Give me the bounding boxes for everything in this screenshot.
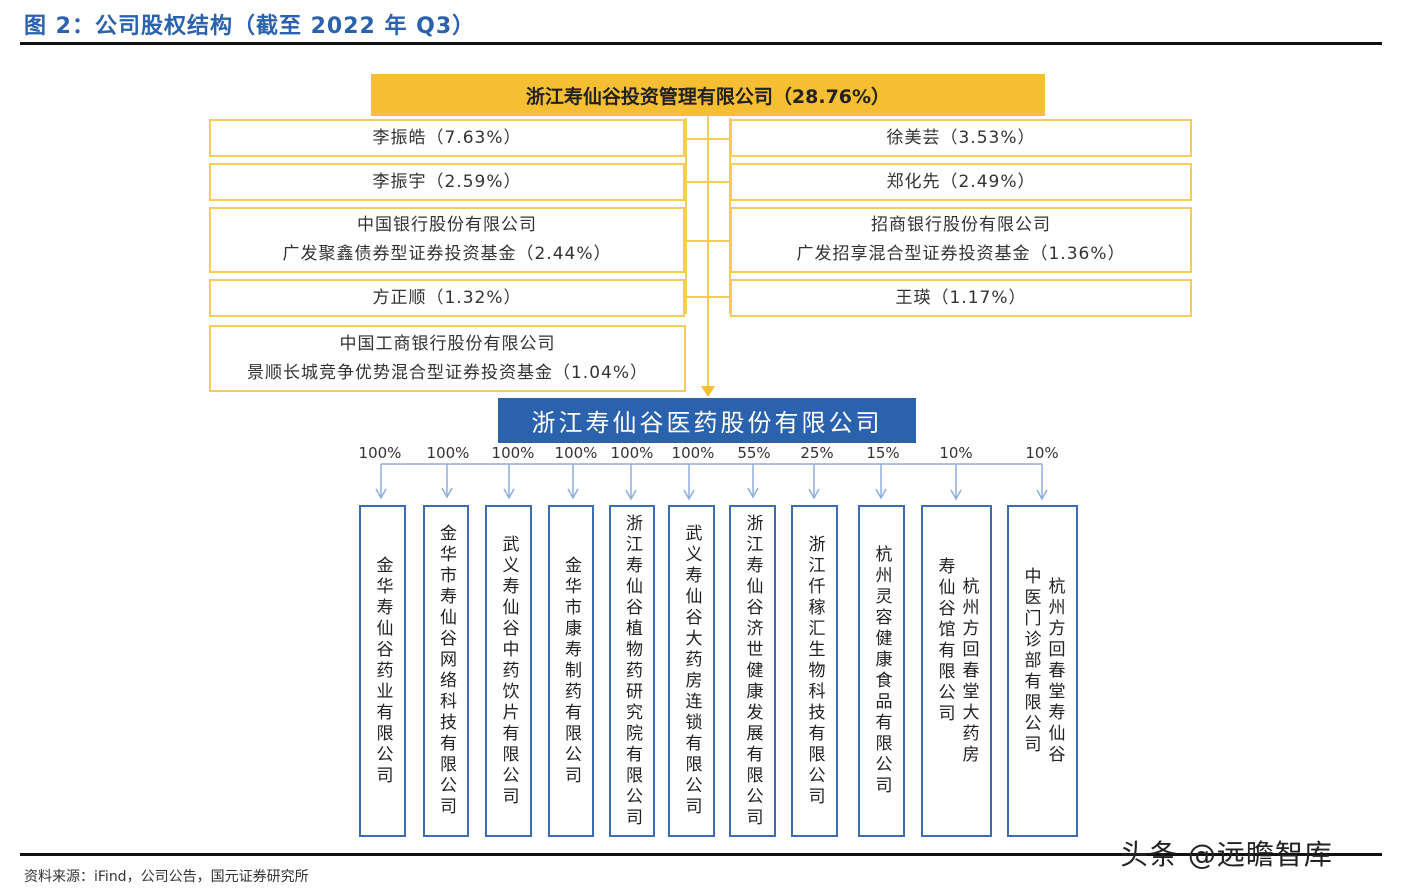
- shareholder-label: 王瑛（1.17%）: [895, 287, 1027, 308]
- shareholder-label: 广发聚鑫债券型证券投资基金（2.44%）: [282, 244, 612, 264]
- arrow-down-icon: [701, 386, 715, 397]
- ownership-pct: 15%: [866, 444, 900, 462]
- subsidiary-label: 武义寿仙谷中药饮片有限公司: [498, 534, 519, 808]
- shareholder-box: 徐美芸（3.53%）: [730, 119, 1192, 157]
- parent-shareholder-box: 浙江寿仙谷投资管理有限公司（28.76%）: [371, 74, 1045, 116]
- shareholder-box: 招商银行股份有限公司 广发招享混合型证券投资基金（1.36%）: [730, 207, 1192, 273]
- watermark: 头条 @远瞻智库: [1120, 838, 1333, 871]
- shareholder-label: 招商银行股份有限公司: [871, 215, 1051, 235]
- source-note: 资料来源：iFind，公司公告，国元证券研究所: [24, 869, 309, 885]
- ownership-pct: 10%: [939, 444, 973, 462]
- title-divider: [20, 42, 1382, 45]
- tie-line: [685, 240, 731, 242]
- shareholder-label: 中国银行股份有限公司: [357, 215, 537, 235]
- subsidiary-box: 浙江寿仙谷植物药研究院有限公司: [609, 505, 655, 837]
- shareholder-box: 方正顺（1.32%）: [209, 279, 685, 317]
- shareholder-box: 郑化先（2.49%）: [730, 163, 1192, 201]
- subsidiary-label: 杭州灵容健康食品有限公司: [871, 545, 892, 797]
- footer-divider: [20, 853, 1382, 856]
- subsidiary-box: 武义寿仙谷中药饮片有限公司: [485, 505, 532, 837]
- tie-line: [685, 296, 731, 298]
- shareholder-label: 李振宇（2.59%）: [372, 171, 522, 192]
- subsidiary-label: 武义寿仙谷大药房连锁有限公司: [681, 524, 702, 818]
- subsidiary-label: 金华市寿仙谷网络科技有限公司: [436, 524, 456, 818]
- shareholder-label: 李振皓（7.63%）: [372, 127, 522, 148]
- shareholder-trunk-line: [707, 116, 709, 388]
- figure-title: 图 2：公司股权结构（截至 2022 年 Q3）: [24, 14, 476, 39]
- ownership-pct: 100%: [426, 444, 470, 462]
- subsidiary-box: 金华市康寿制药有限公司: [548, 505, 594, 837]
- tie-line: [685, 181, 731, 183]
- subsidiary-label: 杭州方回春堂大药房: [958, 576, 979, 766]
- subsidiary-label: 浙江仟稼汇生物科技有限公司: [804, 534, 825, 808]
- shareholder-box: 李振宇（2.59%）: [209, 163, 685, 201]
- shareholder-label: 广发招享混合型证券投资基金（1.36%）: [796, 244, 1126, 264]
- left-branch-line: [685, 118, 687, 314]
- parent-shareholder-label: 浙江寿仙谷投资管理有限公司（28.76%）: [525, 85, 891, 108]
- subsidiary-box: 杭州方回春堂大药房 寿仙谷馆有限公司: [921, 505, 992, 837]
- shareholder-box: 王瑛（1.17%）: [730, 279, 1192, 317]
- subsidiary-connectors: [375, 463, 1048, 501]
- ownership-pct: 25%: [800, 444, 834, 462]
- ownership-pct: 100%: [671, 444, 715, 462]
- ownership-pct: 100%: [554, 444, 598, 462]
- subsidiary-label: 浙江寿仙谷济世健康发展有限公司: [742, 513, 763, 829]
- subsidiary-box: 浙江寿仙谷济世健康发展有限公司: [729, 505, 776, 837]
- company-box: 浙江寿仙谷医药股份有限公司: [498, 398, 916, 443]
- shareholder-label: 徐美芸（3.53%）: [886, 127, 1036, 148]
- shareholder-box: 李振皓（7.63%）: [209, 119, 685, 157]
- shareholder-label: 郑化先（2.49%）: [886, 171, 1036, 192]
- subsidiary-box: 浙江仟稼汇生物科技有限公司: [791, 505, 838, 837]
- shareholder-box: 中国银行股份有限公司 广发聚鑫债券型证券投资基金（2.44%）: [209, 207, 685, 273]
- subsidiary-label: 寿仙谷馆有限公司: [934, 557, 955, 725]
- shareholder-label: 方正顺（1.32%）: [372, 287, 522, 308]
- ownership-pct: 100%: [358, 444, 402, 462]
- subsidiary-label: 中医门诊部有限公司: [1020, 566, 1041, 756]
- subsidiary-box: 杭州灵容健康食品有限公司: [858, 505, 905, 837]
- company-label: 浙江寿仙谷医药股份有限公司: [531, 409, 883, 437]
- shareholder-label: 景顺长城竞争优势混合型证券投资基金（1.04%）: [246, 362, 648, 383]
- ownership-pct: 10%: [1025, 444, 1059, 462]
- subsidiary-box: 武义寿仙谷大药房连锁有限公司: [668, 505, 715, 837]
- subsidiary-label: 杭州方回春堂寿仙谷: [1044, 576, 1065, 766]
- ownership-pct: 100%: [610, 444, 654, 462]
- shareholder-box: 中国工商银行股份有限公司 景顺长城竞争优势混合型证券投资基金（1.04%）: [209, 325, 686, 392]
- subsidiary-box: 杭州方回春堂寿仙谷 中医门诊部有限公司: [1007, 505, 1078, 837]
- subsidiary-box: 金华市寿仙谷网络科技有限公司: [423, 505, 469, 837]
- tie-line: [685, 138, 731, 140]
- subsidiary-label: 浙江寿仙谷植物药研究院有限公司: [622, 513, 642, 829]
- shareholder-label: 中国工商银行股份有限公司: [339, 333, 556, 354]
- ownership-pct: 100%: [491, 444, 535, 462]
- ownership-pct: 55%: [737, 444, 771, 462]
- subsidiary-label: 金华市康寿制药有限公司: [561, 555, 581, 787]
- subsidiary-box: 金华寿仙谷药业有限公司: [359, 505, 406, 837]
- subsidiary-label: 金华寿仙谷药业有限公司: [372, 555, 393, 787]
